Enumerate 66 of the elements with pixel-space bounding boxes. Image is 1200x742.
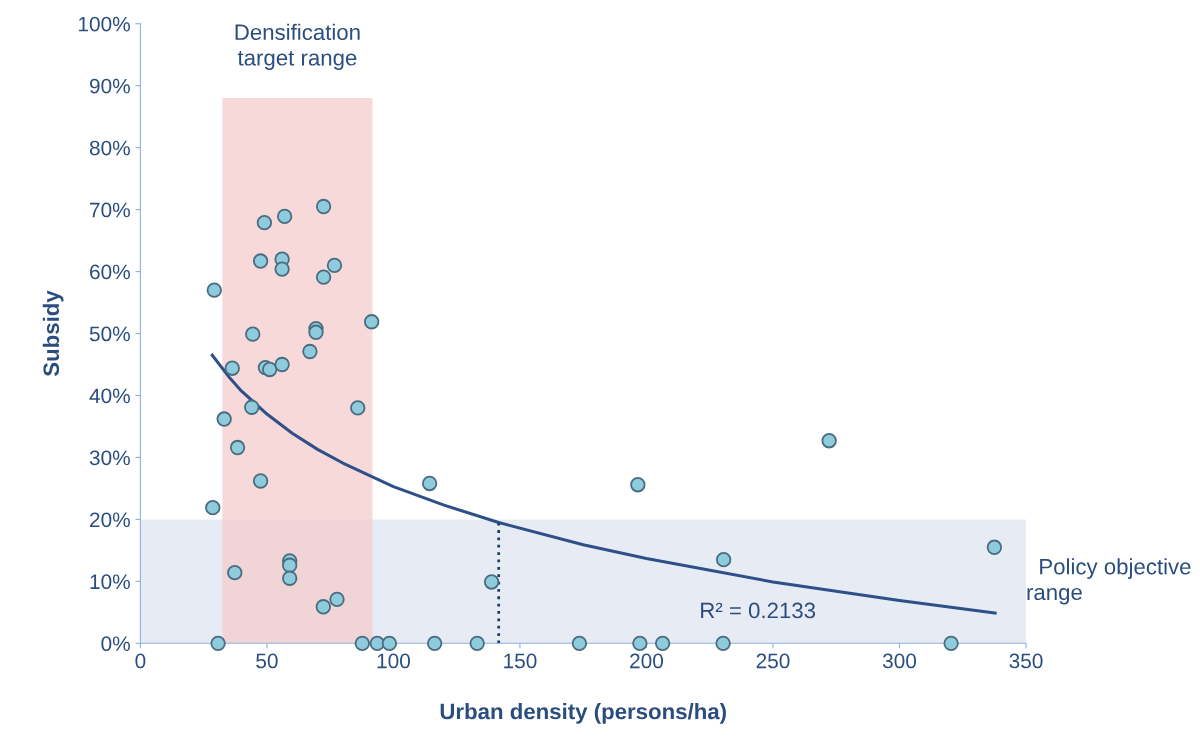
y-tick-label: 20% [90, 512, 130, 528]
point [315, 269, 332, 285]
point [715, 635, 731, 651]
point [986, 539, 1003, 555]
point [821, 433, 837, 449]
y-axis-title: Subsidy [42, 290, 64, 377]
y-tick-label: 0% [101, 636, 130, 652]
point [224, 360, 240, 376]
x-tick-label: 200 [630, 653, 664, 669]
y-tick-label: 50% [89, 326, 130, 342]
point [715, 551, 732, 568]
x-tick-label: 0 [135, 653, 146, 669]
point [381, 635, 398, 651]
point [329, 591, 345, 607]
point [315, 599, 332, 615]
annotation: R² = 0.2133 [701, 602, 816, 619]
point [421, 475, 438, 492]
point [469, 635, 485, 651]
x-axis-title: Urban density (persons/ha) [440, 703, 726, 724]
point [315, 198, 332, 215]
point [216, 411, 232, 427]
point [350, 400, 366, 416]
point [363, 314, 380, 330]
point [654, 635, 671, 651]
point [210, 635, 226, 651]
point [943, 635, 959, 651]
point [632, 635, 648, 651]
x-tick-label: 300 [882, 653, 917, 669]
point [244, 399, 260, 415]
point [483, 574, 500, 590]
point [205, 499, 221, 516]
y-tick-label: 70% [90, 202, 130, 218]
point [276, 208, 293, 225]
y-tick-label: 60% [90, 264, 130, 280]
point [282, 570, 298, 586]
point [256, 214, 273, 231]
point [354, 635, 370, 651]
x-tick-label: 150 [504, 653, 537, 669]
point [229, 439, 246, 456]
point [274, 261, 290, 277]
point [282, 557, 298, 573]
point [206, 282, 222, 298]
point [326, 257, 343, 274]
x-tick-label: 350 [1009, 653, 1043, 669]
y-tick-label: 100% [78, 16, 130, 32]
y-tick-label: 10% [90, 574, 130, 590]
point [245, 326, 261, 342]
point [262, 361, 278, 378]
point [227, 565, 243, 581]
point [274, 356, 290, 373]
y-tick-label: 80% [89, 140, 130, 156]
y-tick-label: 30% [89, 450, 130, 466]
point [302, 343, 318, 360]
point [426, 635, 443, 651]
y-tick-label: 90% [89, 78, 130, 94]
x-tick-label: 50 [256, 653, 278, 669]
point [630, 477, 646, 493]
point [252, 473, 269, 489]
point [571, 635, 588, 651]
band-label: Densification target range [235, 23, 360, 71]
point [252, 253, 269, 269]
x-tick-label: 100 [377, 653, 410, 669]
y-tick-label: 40% [89, 388, 130, 404]
point [308, 324, 324, 340]
band-label: Policy objective range [1027, 558, 1191, 605]
x-tick-label: 250 [756, 653, 790, 669]
